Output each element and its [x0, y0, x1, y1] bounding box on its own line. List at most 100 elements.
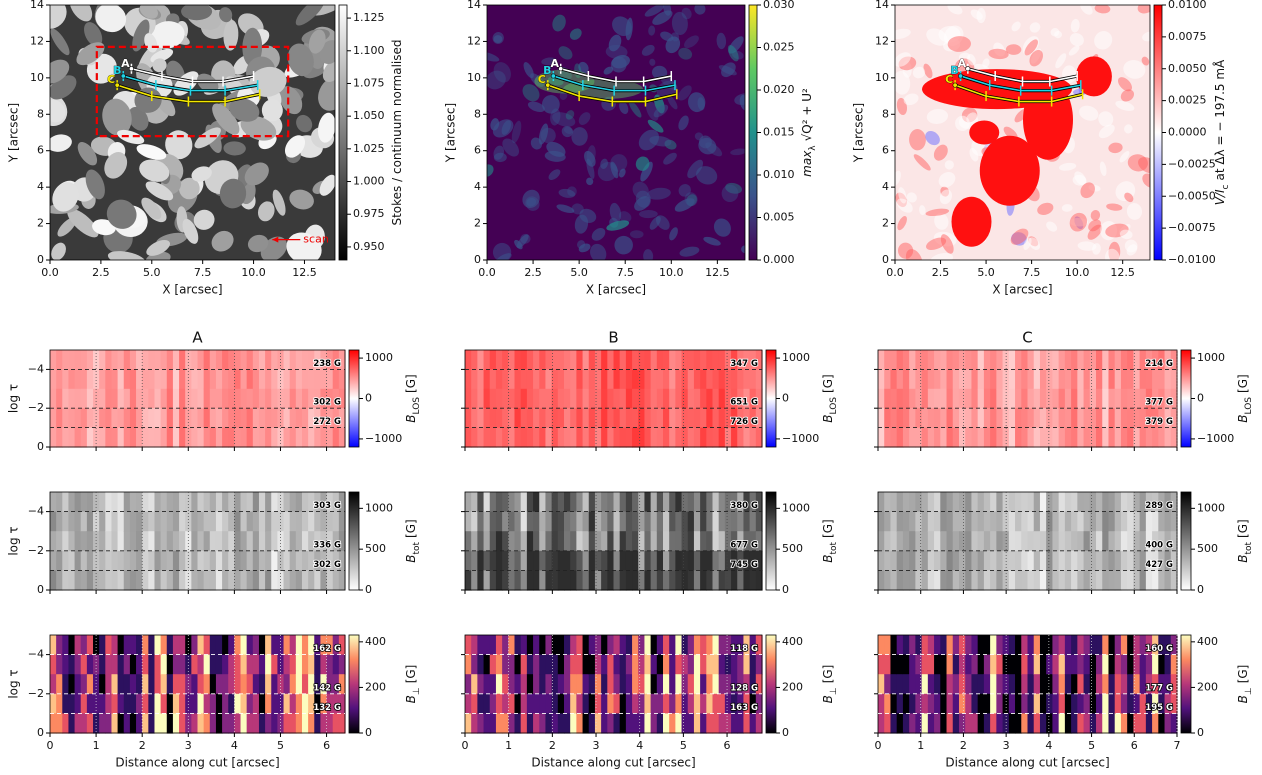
heatmap-cell	[1158, 388, 1166, 409]
image-feature	[610, 161, 619, 179]
heatmap-cell	[111, 388, 119, 409]
heatmap-cell	[1033, 635, 1041, 656]
heatmap-cell	[952, 693, 960, 714]
heatmap-cell	[557, 369, 565, 390]
image-feature	[647, 187, 671, 200]
heatmap-cell	[1170, 492, 1178, 513]
image-texture	[50, 5, 335, 260]
heatmap-cell	[1002, 492, 1010, 513]
heatmap-cell	[56, 635, 63, 656]
heatmap-cell	[203, 511, 211, 532]
heatmap-cell	[724, 654, 732, 675]
heatmap-cell	[971, 654, 979, 675]
image-feature	[295, 5, 325, 26]
heatmap-cell	[1120, 713, 1128, 734]
heatmap-cell	[1058, 531, 1066, 552]
heatmap-cell	[952, 408, 960, 429]
heatmap-cell	[940, 408, 948, 429]
heatmap-cell	[105, 531, 113, 552]
heatmap-cell	[1096, 511, 1103, 532]
x-tick-label: 12.5	[1110, 266, 1135, 279]
heatmap-cell	[209, 388, 217, 409]
heatmap-cell	[1083, 550, 1091, 571]
heatmap-cell	[551, 635, 559, 656]
heatmap-cell	[1133, 550, 1141, 571]
heatmap-cell	[965, 570, 973, 591]
heatmap-cell	[1077, 713, 1085, 734]
heatmap-cell	[489, 635, 497, 656]
heatmap-cell	[332, 570, 340, 591]
colorbar-label: BLOS[G]	[821, 374, 839, 422]
heatmap-cell	[607, 388, 615, 409]
heatmap-cell	[1114, 635, 1122, 656]
heatmap-cell	[62, 635, 70, 656]
image-feature	[608, 34, 622, 52]
heatmap-cell	[489, 693, 497, 714]
image-feature	[1079, 105, 1099, 121]
heatmap-cell	[878, 350, 885, 370]
heatmap-cell	[533, 674, 540, 695]
heatmap-cell	[533, 570, 540, 591]
heatmap-cell	[209, 350, 217, 370]
heatmap-cell	[283, 635, 291, 656]
heatmap-cell	[638, 713, 646, 734]
heatmap-cell	[129, 350, 137, 370]
heatmap-cell	[971, 713, 979, 734]
heatmap-cell	[308, 713, 315, 734]
heatmap-cell	[613, 531, 621, 552]
y-tick-label: 0	[474, 253, 481, 266]
heatmap-cell	[1164, 570, 1172, 591]
heatmap-cell	[68, 492, 76, 513]
heatmap-cell	[1077, 693, 1085, 714]
heatmap-cell	[971, 408, 979, 429]
heatmap-cell	[1114, 713, 1122, 734]
heatmap-cell	[1127, 693, 1134, 714]
heatmap-cell	[971, 492, 979, 513]
heatmap-cell	[240, 550, 248, 571]
heatmap-cell	[656, 369, 664, 390]
heatmap-cell	[228, 654, 235, 675]
heatmap-cell	[1008, 713, 1016, 734]
heatmap-cell	[588, 550, 596, 571]
x-tick-label: 2.5	[92, 266, 110, 279]
heatmap-cell	[712, 388, 720, 409]
heatmap-cell	[1145, 369, 1153, 390]
y-tick-label: 0	[37, 583, 44, 596]
colorbar	[1180, 349, 1192, 448]
heatmap-cell	[681, 674, 689, 695]
heatmap-cell	[693, 713, 701, 734]
heatmap-cell	[990, 713, 997, 734]
image-feature	[728, 36, 744, 54]
heatmap-cell	[471, 635, 478, 656]
heatmap-cell	[117, 388, 125, 409]
image-feature	[653, 104, 669, 118]
heatmap-cell	[564, 531, 571, 552]
heatmap-cell	[934, 654, 941, 675]
heatmap-cell	[1002, 674, 1010, 695]
heatmap-cell	[520, 693, 528, 714]
heatmap-cell	[638, 531, 646, 552]
heatmap-cell	[934, 350, 941, 370]
heatmap-cell	[1052, 531, 1060, 552]
heatmap-cell	[632, 693, 639, 714]
heatmap-cell	[74, 388, 82, 409]
heatmap-cell	[958, 511, 966, 532]
heatmap-cell	[921, 531, 929, 552]
heatmap-cell	[940, 492, 948, 513]
colorbar-label: V/Icat Δλ = − 197.5 mÅ	[1212, 59, 1231, 205]
heatmap-cell	[203, 369, 211, 390]
image-feature	[1124, 192, 1134, 203]
heatmap-cell	[1008, 674, 1016, 695]
heatmap-cell	[656, 654, 664, 675]
heatmap-cell	[656, 408, 664, 429]
heatmap-cell	[613, 388, 621, 409]
heatmap-cell	[952, 531, 960, 552]
heatmap-cell	[613, 654, 621, 675]
heatmap-cell	[909, 350, 916, 370]
heatmap-cell	[749, 550, 757, 571]
heatmap-cell	[1077, 654, 1085, 675]
heatmap-cell	[737, 654, 745, 675]
colorbar-symbol: B	[821, 555, 835, 563]
colorbar-tick-label: 200	[782, 680, 803, 693]
colorbar-label: B⊥[G]	[821, 665, 839, 704]
